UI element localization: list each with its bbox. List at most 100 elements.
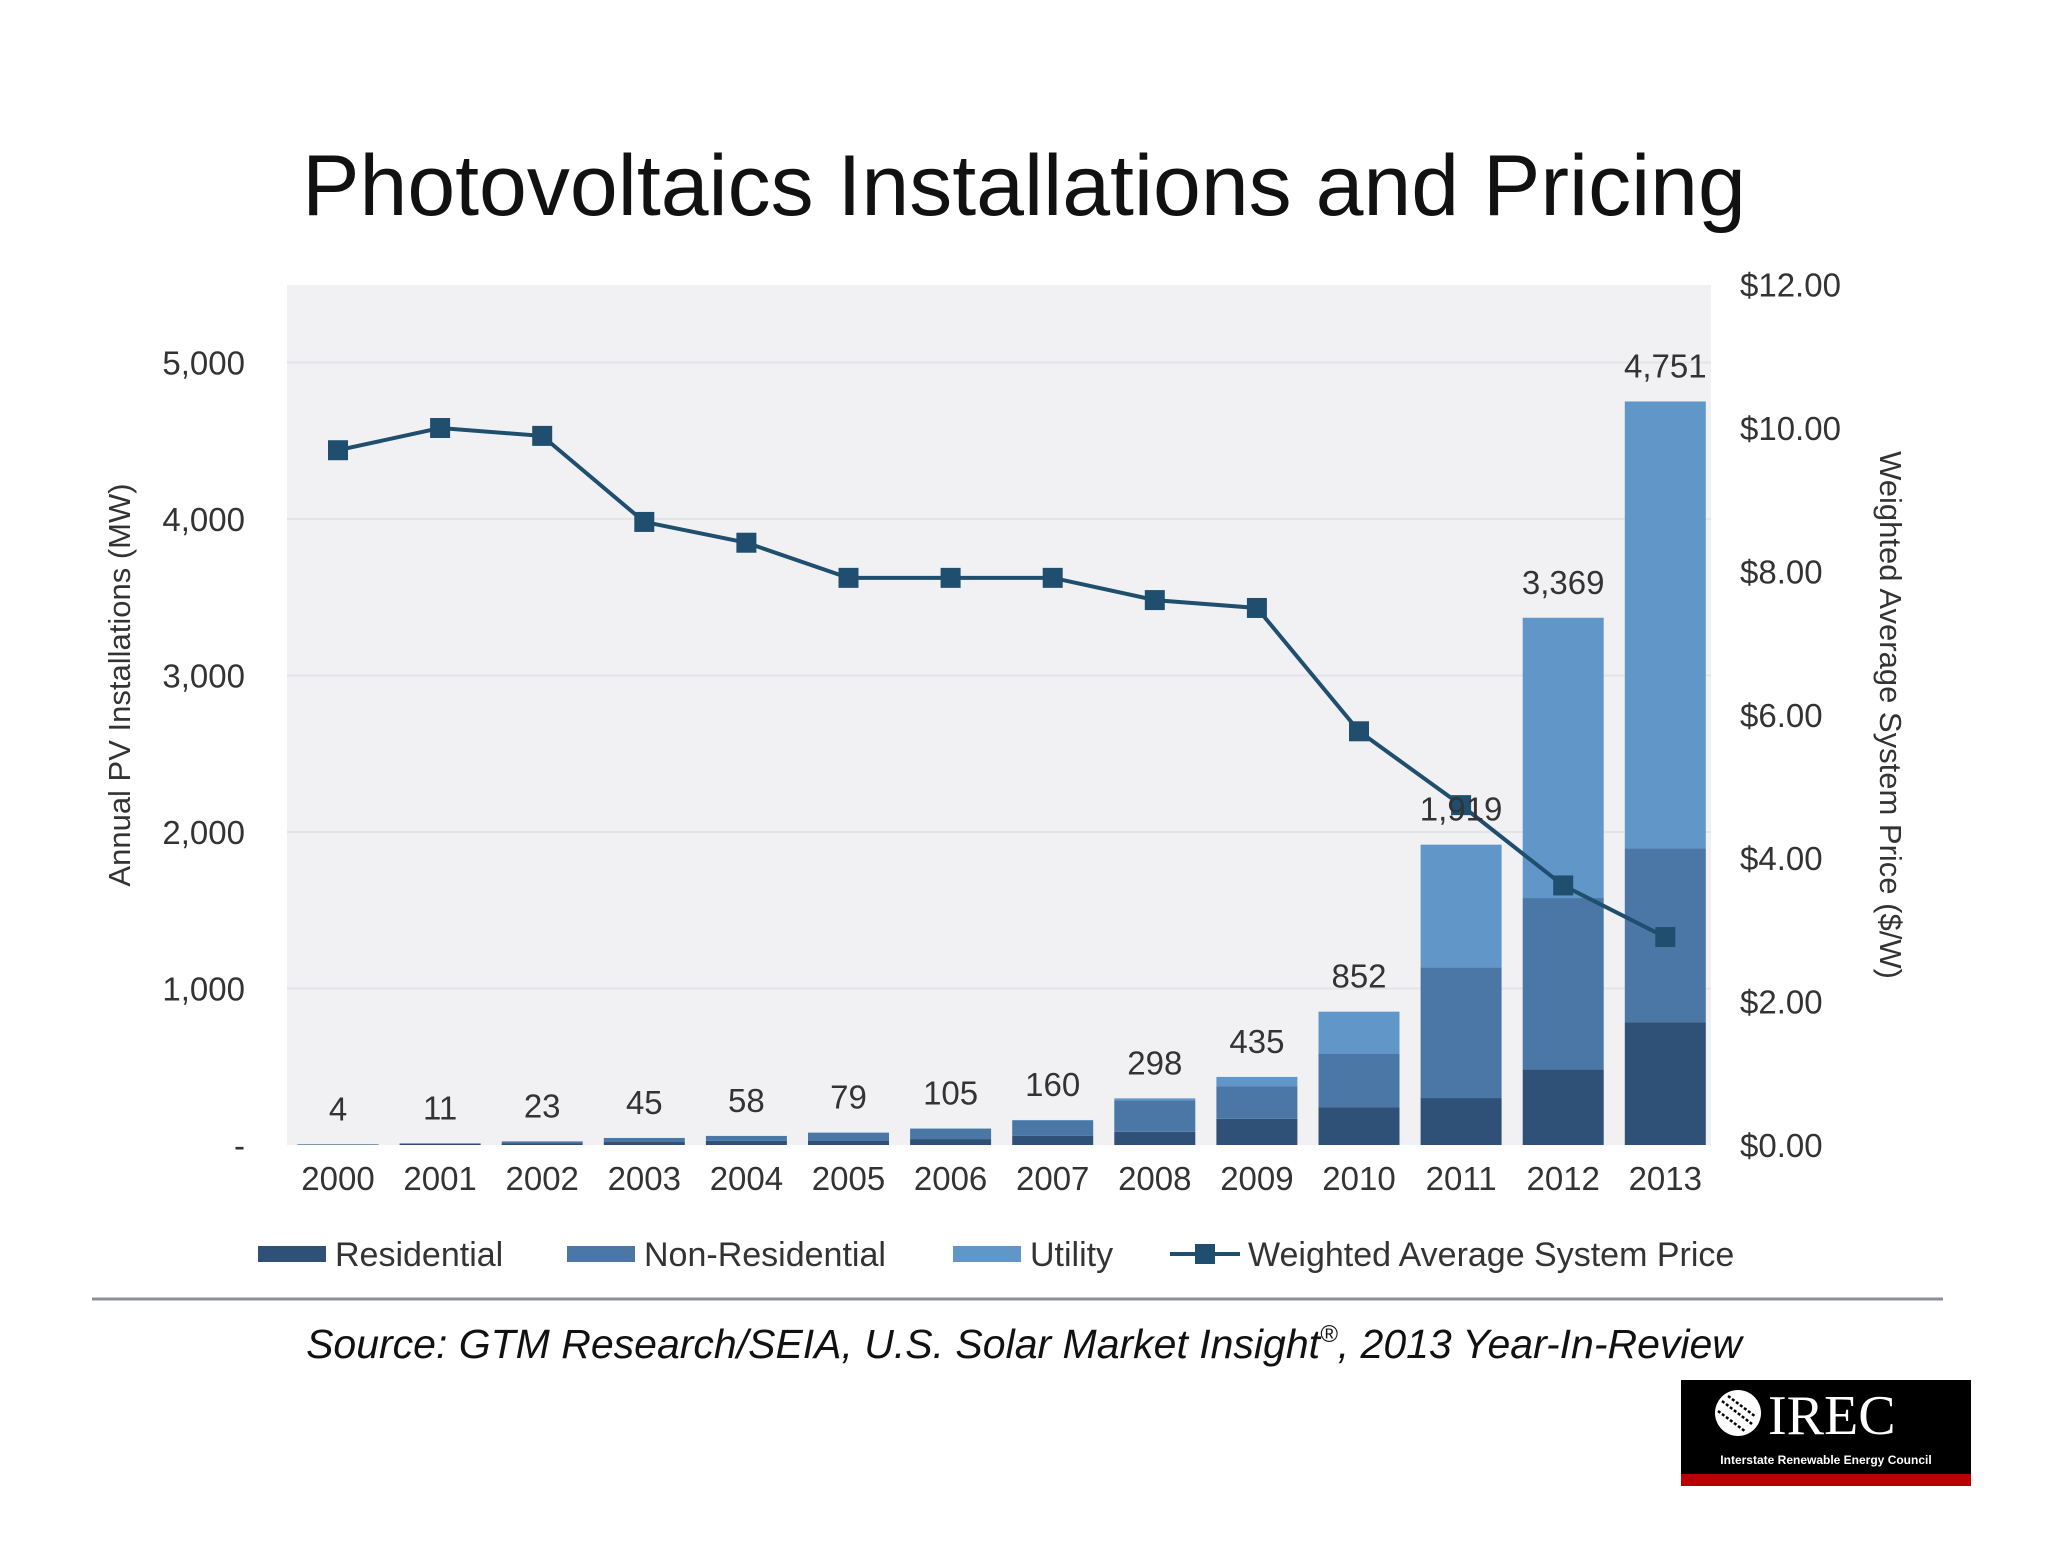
- page-title: Photovoltaics Installations and Pricing: [302, 138, 1746, 234]
- x-tick-label: 2007: [1016, 1160, 1089, 1197]
- logo-subtitle: Interstate Renewable Energy Council: [1720, 1453, 1931, 1467]
- y2-tick-label: $12.00: [1740, 267, 1841, 304]
- x-tick-label: 2011: [1426, 1160, 1497, 1197]
- bar-residential: [910, 1139, 991, 1145]
- total-label: 79: [830, 1079, 867, 1116]
- total-label: 435: [1229, 1023, 1284, 1060]
- bar-utility: [1319, 1012, 1400, 1054]
- bar-non-residential: [808, 1133, 889, 1141]
- total-label: 11: [423, 1089, 457, 1126]
- price-point: [634, 512, 654, 532]
- y2-tick-label: $8.00: [1740, 553, 1823, 590]
- price-point: [1247, 598, 1267, 618]
- bar-non-residential: [400, 1143, 481, 1144]
- legend-label: Non-Residential: [644, 1236, 886, 1274]
- bar-residential: [1421, 1098, 1502, 1145]
- total-label: 23: [524, 1087, 561, 1124]
- y-tick-label: 4,000: [162, 501, 245, 538]
- legend-swatch: [953, 1246, 1021, 1262]
- globe-icon: [1715, 1390, 1761, 1436]
- price-point: [941, 568, 961, 588]
- total-label: 4,751: [1624, 347, 1707, 384]
- bar-non-residential: [910, 1129, 991, 1139]
- bar-non-residential: [1114, 1101, 1195, 1132]
- bar-residential: [400, 1144, 481, 1145]
- y2-tick-label: $4.00: [1740, 840, 1823, 877]
- price-point: [532, 426, 552, 446]
- total-label: 3,369: [1522, 564, 1605, 601]
- total-label: 160: [1025, 1066, 1080, 1103]
- legend-label: Residential: [335, 1236, 503, 1274]
- bar-residential: [1319, 1107, 1400, 1145]
- y2-axis-label: Weighted Average System Price ($/W): [1873, 451, 1908, 979]
- bar-non-residential: [1523, 898, 1604, 1069]
- bar-utility: [1625, 401, 1706, 848]
- bar-non-residential: [604, 1138, 685, 1142]
- x-tick-label: 2004: [710, 1160, 783, 1197]
- total-label: 45: [626, 1084, 663, 1121]
- price-point: [1145, 590, 1165, 610]
- price-point: [430, 418, 450, 438]
- bar-residential: [1114, 1132, 1195, 1145]
- bar-residential: [604, 1142, 685, 1145]
- total-label: 58: [728, 1082, 765, 1119]
- source-prefix: Source: GTM Research/SEIA, U.S. Solar Ma…: [306, 1321, 1322, 1367]
- total-label: 105: [923, 1075, 978, 1112]
- x-tick-label: 2012: [1526, 1160, 1599, 1197]
- legend-swatch: [567, 1246, 635, 1262]
- price-point: [1655, 927, 1675, 947]
- total-label: 298: [1127, 1044, 1182, 1081]
- total-label: 4: [329, 1090, 347, 1127]
- bar-residential: [1216, 1119, 1297, 1145]
- irec-logo: IREC Interstate Renewable Energy Council: [1681, 1380, 1971, 1486]
- bar-utility: [1114, 1098, 1195, 1100]
- y2-tick-label: $2.00: [1740, 984, 1823, 1021]
- y2-tick-label: $6.00: [1740, 697, 1823, 734]
- bar-utility: [1216, 1077, 1297, 1086]
- y-tick-label: 3,000: [162, 658, 245, 695]
- bar-non-residential: [706, 1136, 787, 1141]
- x-tick-label: 2008: [1118, 1160, 1191, 1197]
- bar-residential: [706, 1141, 787, 1145]
- source-text: Source: GTM Research/SEIA, U.S. Solar Ma…: [306, 1321, 1744, 1367]
- legend-label: Weighted Average System Price: [1248, 1236, 1734, 1274]
- x-tick-label: 2013: [1629, 1160, 1702, 1197]
- legend-label: Utility: [1030, 1236, 1113, 1274]
- legend-line-marker: [1195, 1244, 1215, 1264]
- bar-utility: [1012, 1120, 1093, 1121]
- x-tick-label: 2006: [914, 1160, 987, 1197]
- x-tick-label: 2001: [403, 1160, 476, 1197]
- y2-tick-label: $10.00: [1740, 410, 1841, 447]
- price-point: [1553, 875, 1573, 895]
- total-label: 1,919: [1420, 791, 1503, 828]
- y-axis-label: Annual PV Installations (MW): [102, 483, 137, 886]
- price-point: [736, 533, 756, 553]
- price-point: [1349, 721, 1369, 741]
- bar-non-residential: [1216, 1086, 1297, 1119]
- bar-utility: [1421, 845, 1502, 968]
- bar-non-residential: [1012, 1121, 1093, 1136]
- price-point: [839, 568, 859, 588]
- bar-non-residential: [502, 1141, 583, 1143]
- bar-utility: [1523, 618, 1604, 898]
- y-tick-label: 1,000: [162, 971, 245, 1008]
- legend: Residential Non-Residential Utility Weighte…: [258, 1236, 1734, 1274]
- x-tick-label: 2002: [505, 1160, 578, 1197]
- source-sup: ®: [1320, 1321, 1338, 1348]
- bar-residential: [1523, 1069, 1604, 1145]
- total-label: 852: [1331, 958, 1386, 995]
- bar-non-residential: [1421, 967, 1502, 1098]
- source-suffix: , 2013 Year-In-Review: [1338, 1321, 1745, 1367]
- bar-residential: [502, 1143, 583, 1145]
- bar-non-residential: [1319, 1054, 1400, 1108]
- x-tick-label: 2005: [812, 1160, 885, 1197]
- bar-residential: [1012, 1136, 1093, 1145]
- price-point: [1043, 568, 1063, 588]
- y-tick-label: -: [234, 1127, 245, 1164]
- x-tick-label: 2010: [1322, 1160, 1395, 1197]
- x-tick-label: 2009: [1220, 1160, 1293, 1197]
- x-tick-label: 2003: [608, 1160, 681, 1197]
- legend-swatch: [258, 1246, 326, 1262]
- bar-residential: [808, 1141, 889, 1145]
